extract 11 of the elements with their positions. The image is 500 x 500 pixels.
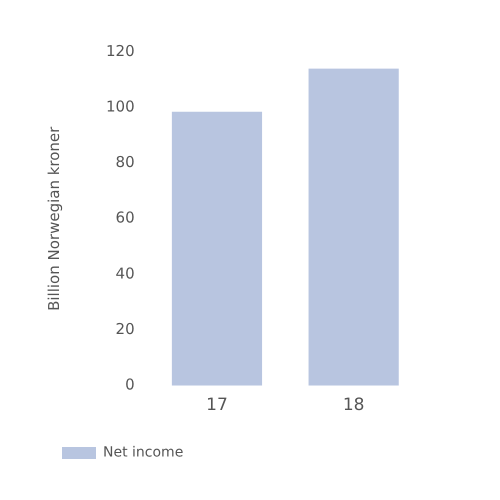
y-axis-title: Billion Norwegian kroner xyxy=(44,126,63,311)
legend-label: Net income xyxy=(103,444,184,461)
y-tick-label: 80 xyxy=(116,153,135,172)
y-tick-label: 100 xyxy=(106,97,135,116)
y-tick-label: 20 xyxy=(116,320,135,338)
y-tick-label: 0 xyxy=(125,375,135,394)
x-tick-label: 17 xyxy=(206,395,228,416)
y-tick-label: 60 xyxy=(116,208,135,227)
y-tick-label: 40 xyxy=(116,264,135,282)
y-tick-label: 120 xyxy=(106,42,135,60)
x-tick-label: 18 xyxy=(342,395,364,416)
